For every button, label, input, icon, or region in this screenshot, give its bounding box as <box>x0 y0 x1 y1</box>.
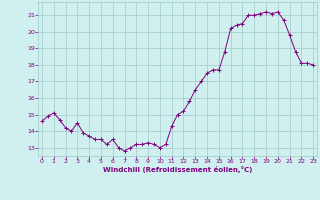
X-axis label: Windchill (Refroidissement éolien,°C): Windchill (Refroidissement éolien,°C) <box>103 166 252 173</box>
